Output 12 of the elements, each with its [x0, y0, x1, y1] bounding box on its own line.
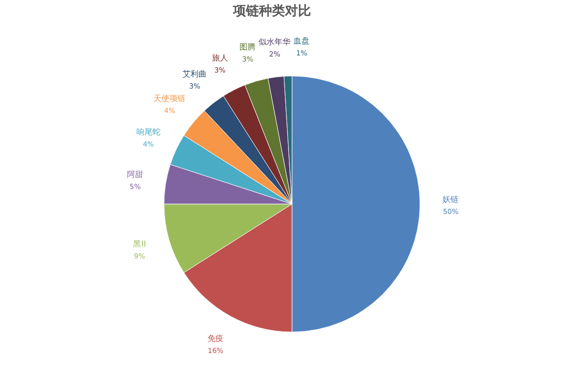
slice-label: 阿甜 [127, 170, 144, 180]
slice-label: 免疫 [208, 334, 224, 344]
slice-label: 图腾 [240, 42, 256, 52]
slice-label: 响尾蛇 [136, 127, 160, 136]
slice-label: 旅人 [212, 54, 228, 63]
slice-label: 天使项链 [154, 94, 186, 103]
slice-label: 妖链 [442, 195, 459, 204]
slice-label: 血盘 [294, 36, 310, 46]
slice-label: 艾利曲 [182, 70, 207, 79]
slice-label: 似水年华 [258, 38, 291, 47]
slice-label: 黑II [133, 239, 146, 248]
chart-title: 项链种类对比 [232, 4, 311, 19]
